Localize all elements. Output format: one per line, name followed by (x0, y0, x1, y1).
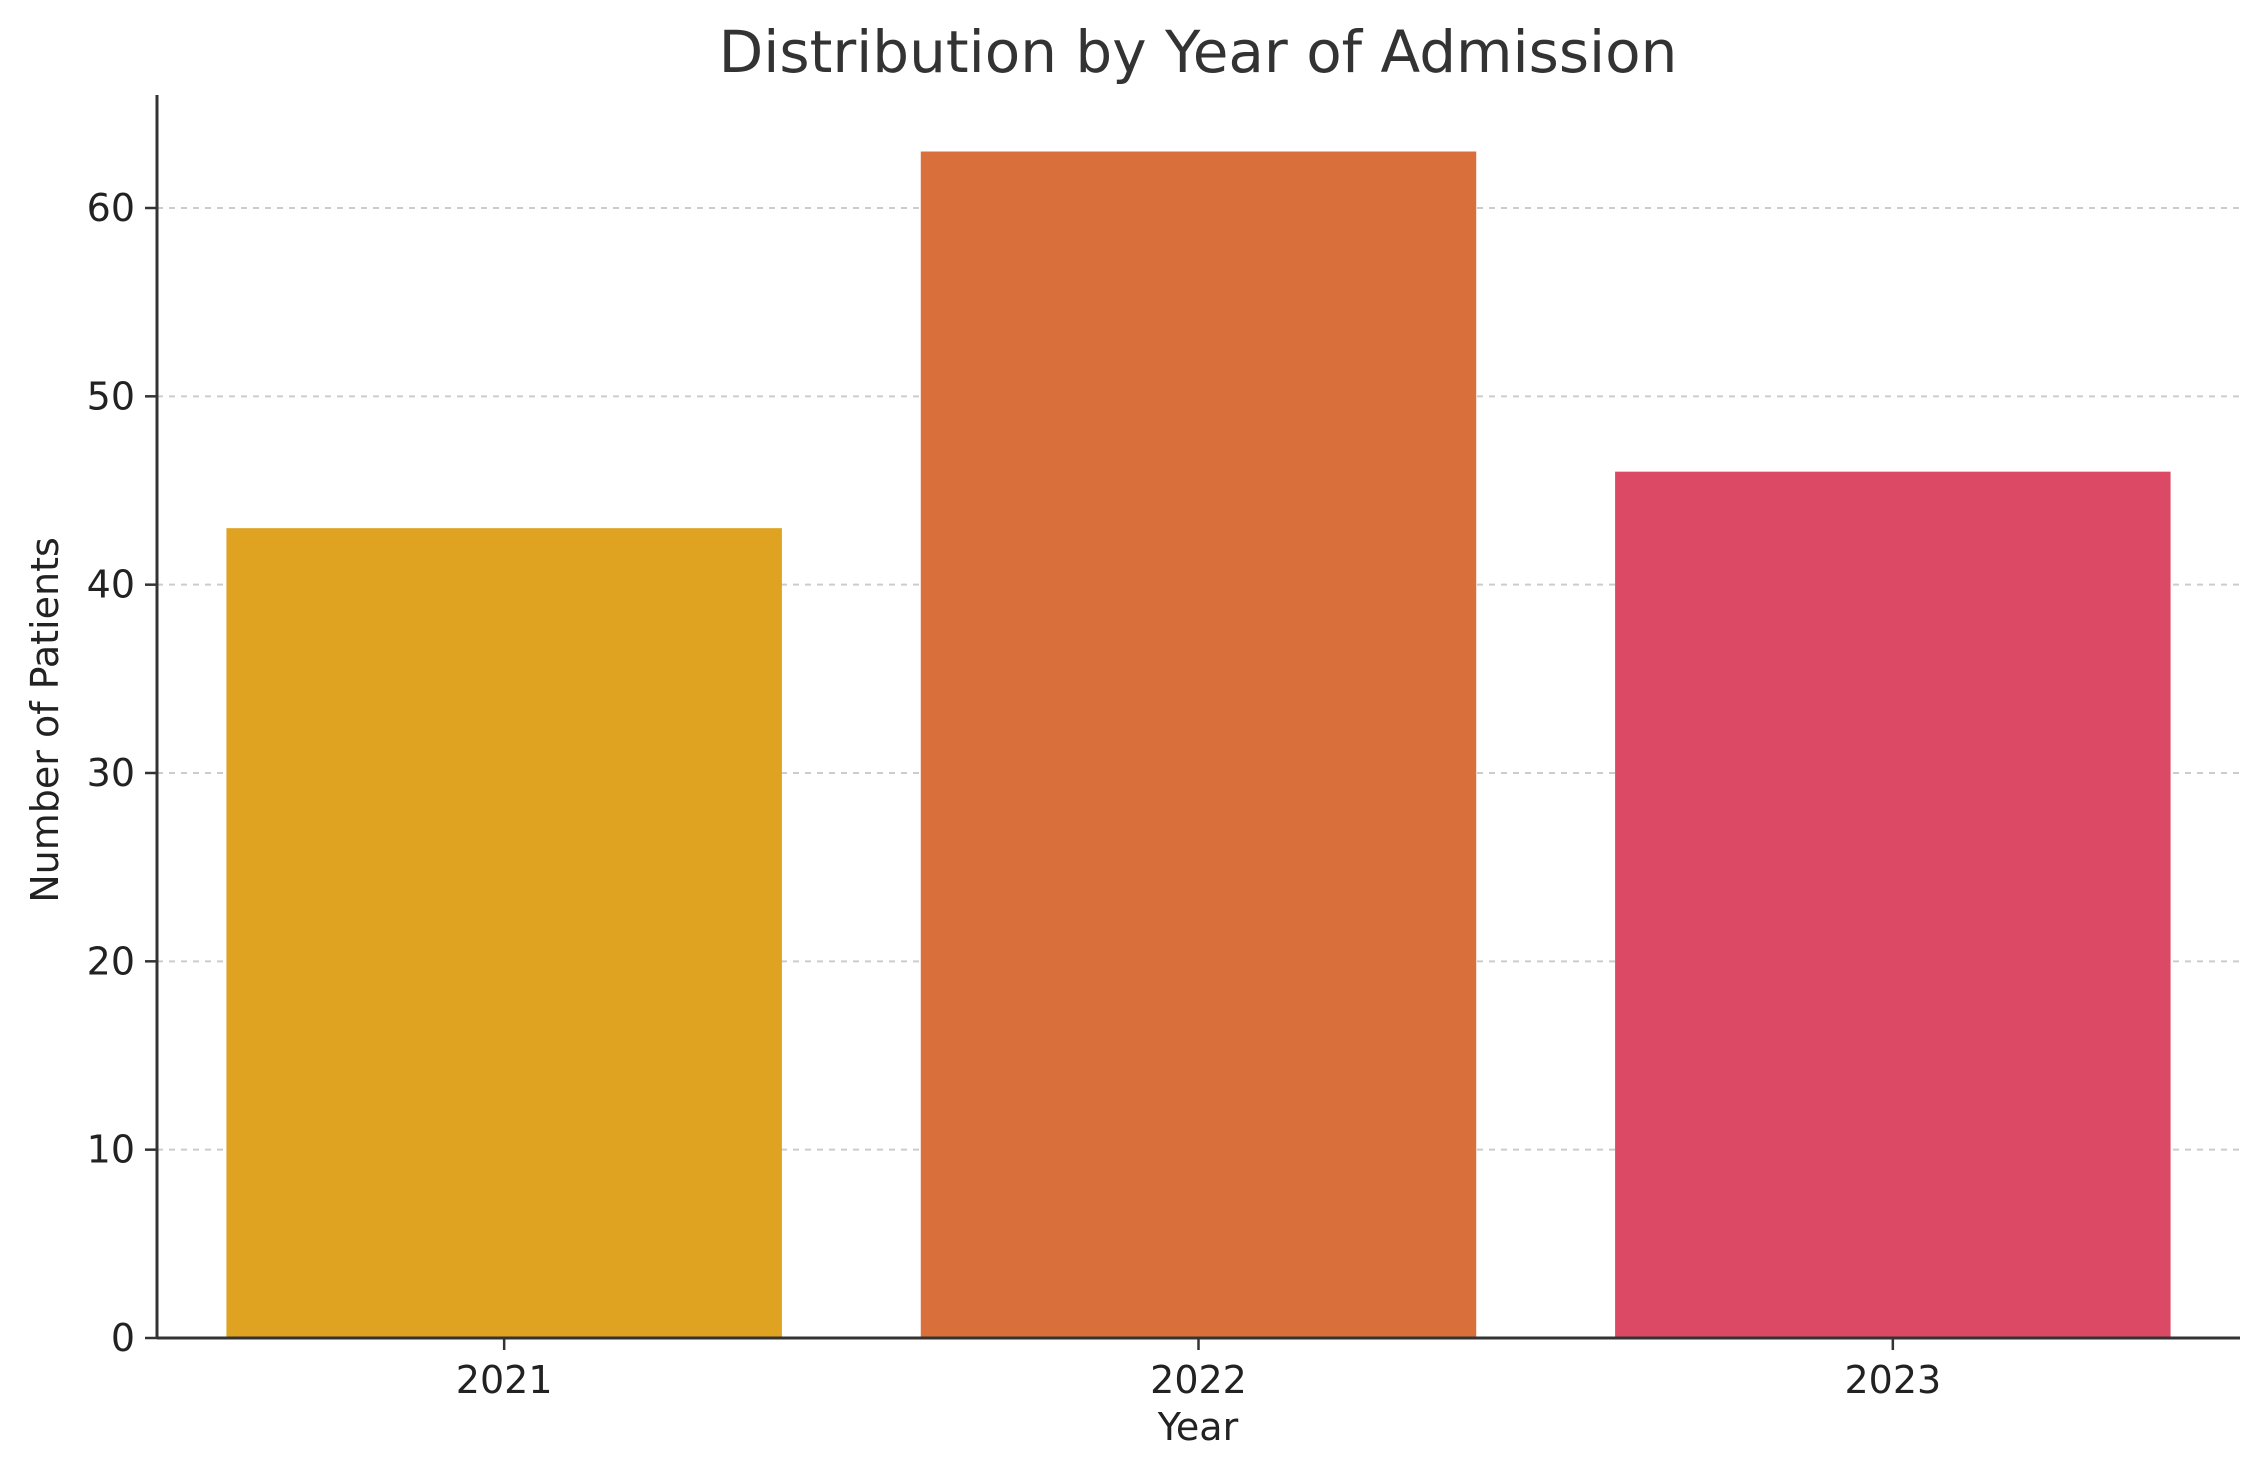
x-tick-label: 2021 (456, 1358, 553, 1402)
chart-title: Distribution by Year of Admission (719, 18, 1678, 86)
y-tick-label: 30 (87, 751, 135, 795)
bars (226, 151, 2171, 1339)
bar-2021 (226, 528, 782, 1338)
x-tick-label: 2023 (1844, 1358, 1941, 1402)
y-tick-label: 10 (87, 1128, 135, 1172)
bar-2022 (920, 151, 1477, 1338)
x-tick-label: 2022 (1150, 1358, 1247, 1402)
x-axis-title: Year (1157, 1405, 1239, 1449)
y-axis-title: Number of Patients (23, 537, 67, 903)
y-tick-label: 20 (87, 939, 135, 983)
y-tick-label: 50 (87, 374, 135, 418)
bar-2023 (1615, 471, 2171, 1339)
y-tick-label: 40 (87, 563, 135, 607)
y-tick-label: 60 (87, 186, 135, 230)
y-tick-label: 0 (111, 1316, 135, 1360)
axes (145, 95, 2240, 1350)
tick-labels: 2021 2022 2023 0 10 20 30 40 50 60 (87, 186, 1942, 1402)
